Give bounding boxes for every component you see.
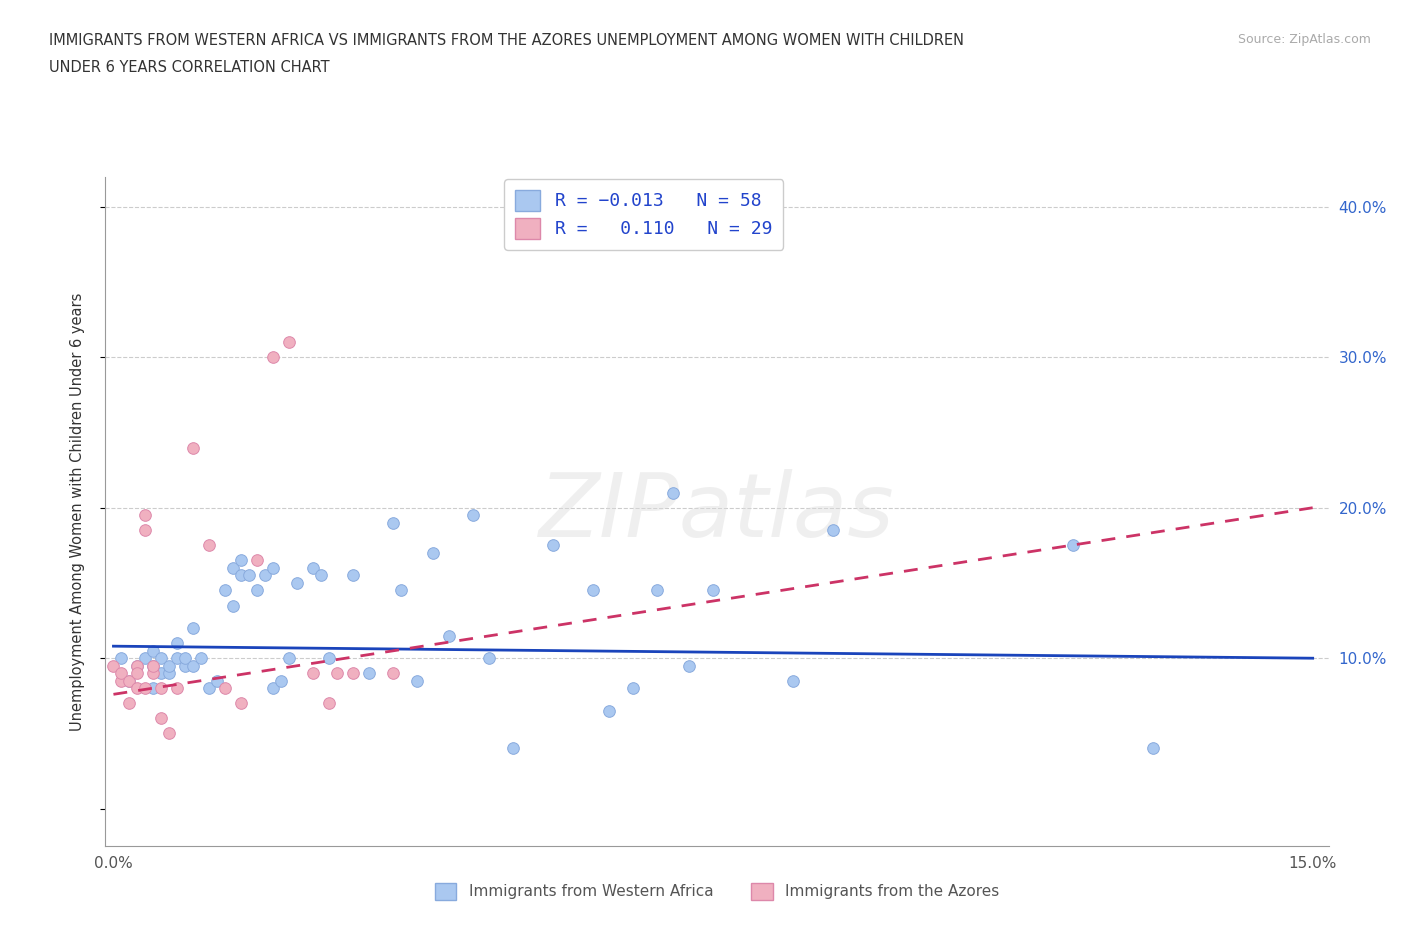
Point [382,666,405,681]
Point [157,666,180,681]
Point [222,561,245,576]
Point [422,545,444,560]
Point [262,681,284,696]
Point [645,583,668,598]
Point [157,726,180,741]
Point [134,651,156,666]
Point [127,681,149,696]
Point [127,658,149,673]
Point [142,666,165,681]
Point [127,658,149,673]
Text: UNDER 6 YEARS CORRELATION CHART: UNDER 6 YEARS CORRELATION CHART [49,60,330,75]
Point [142,644,165,658]
Point [231,696,253,711]
Point [231,553,253,568]
Legend: Immigrants from Western Africa, Immigrants from the Azores: Immigrants from Western Africa, Immigran… [429,877,1005,906]
Point [821,523,844,538]
Point [278,651,301,666]
Point [678,658,700,673]
Point [318,696,340,711]
Point [174,651,197,666]
Point [254,568,277,583]
Point [134,681,156,696]
Point [110,651,132,666]
Point [389,583,412,598]
Point [198,681,221,696]
Text: Source: ZipAtlas.com: Source: ZipAtlas.com [1237,33,1371,46]
Point [702,583,724,598]
Point [110,666,132,681]
Point [174,658,197,673]
Point [382,515,405,530]
Point [134,523,156,538]
Point [782,673,804,688]
Point [311,568,333,583]
Point [198,538,221,552]
Point [621,681,644,696]
Point [342,568,364,583]
Point [262,561,284,576]
Point [207,673,229,688]
Point [150,711,173,725]
Point [166,681,188,696]
Point [359,666,381,681]
Point [142,658,165,673]
Point [246,583,269,598]
Point [582,583,605,598]
Text: IMMIGRANTS FROM WESTERN AFRICA VS IMMIGRANTS FROM THE AZORES UNEMPLOYMENT AMONG : IMMIGRANTS FROM WESTERN AFRICA VS IMMIGR… [49,33,965,47]
Point [134,508,156,523]
Point [541,538,564,552]
Point [278,335,301,350]
Point [166,636,188,651]
Point [406,673,429,688]
Point [118,673,141,688]
Point [270,673,292,688]
Point [118,696,141,711]
Point [150,666,173,681]
Point [318,651,340,666]
Point [118,673,141,688]
Point [110,673,132,688]
Point [214,681,236,696]
Y-axis label: Unemployment Among Women with Children Under 6 years: Unemployment Among Women with Children U… [70,292,84,731]
Point [150,651,173,666]
Point [302,561,325,576]
Point [302,666,325,681]
Point [127,666,149,681]
Point [222,598,245,613]
Point [183,658,205,673]
Text: ZIPatlas: ZIPatlas [540,469,894,554]
Point [142,681,165,696]
Point [662,485,685,500]
Point [183,440,205,455]
Point [183,620,205,635]
Point [439,628,461,643]
Point [190,651,212,666]
Point [142,658,165,673]
Point [238,568,260,583]
Point [214,583,236,598]
Point [598,703,620,718]
Point [166,651,188,666]
Point [231,568,253,583]
Point [1062,538,1084,552]
Point [262,350,284,365]
Point [103,658,125,673]
Point [478,651,501,666]
Point [463,508,485,523]
Point [502,741,524,756]
Point [157,658,180,673]
Point [246,553,269,568]
Point [150,681,173,696]
Point [342,666,364,681]
Point [1142,741,1164,756]
Point [326,666,349,681]
Point [285,576,308,591]
